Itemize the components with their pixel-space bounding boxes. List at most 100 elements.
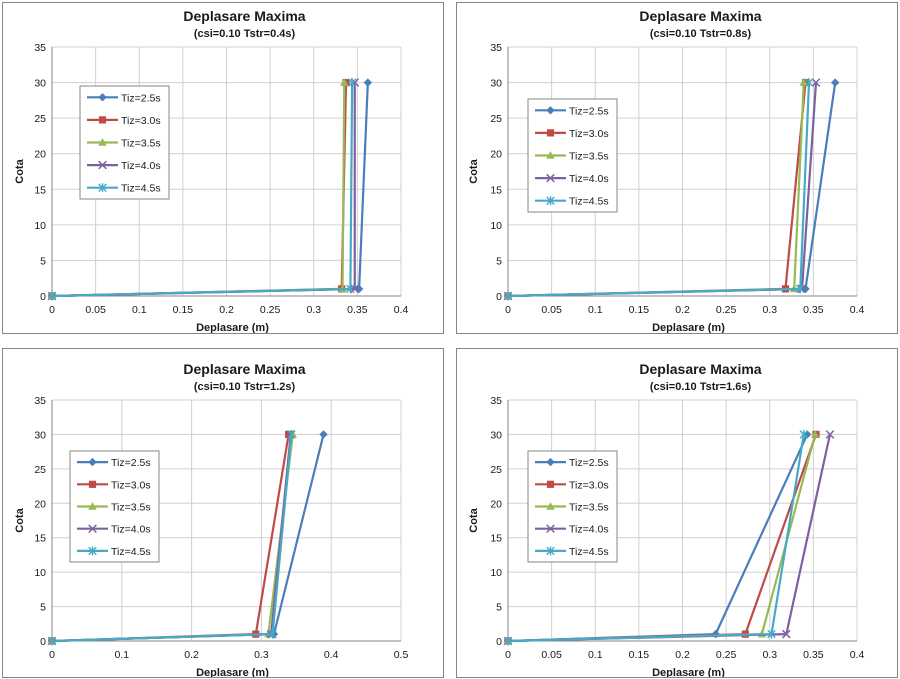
- y-tick-label: 0: [40, 291, 46, 303]
- x-tick-label: 0.05: [85, 304, 106, 316]
- x-axis-label: Deplasare (m): [652, 667, 725, 677]
- legend-marker: [88, 524, 97, 534]
- legend-label: Tiz=4.5s: [111, 546, 151, 558]
- y-tick-label: 15: [34, 184, 46, 196]
- legend-label: Tiz=4.0s: [569, 173, 609, 185]
- data-point: [799, 429, 809, 439]
- chart-svg: Deplasare Maxima (csi=0.10 Tstr=1.2s) 0 5 10…: [14, 361, 408, 677]
- y-tick-label: 20: [34, 498, 46, 510]
- legend-item: Tiz=2.5s: [87, 92, 161, 104]
- series-5: [503, 429, 809, 646]
- data-point: [354, 284, 364, 294]
- legend-marker: [88, 502, 97, 510]
- legend-label: Tiz=3.5s: [121, 138, 161, 150]
- legend-label: Tiz=3.5s: [569, 502, 609, 514]
- data-point: [47, 636, 57, 646]
- legend-marker: [98, 116, 107, 124]
- x-tick-label: 0.2: [675, 649, 690, 661]
- data-point: [830, 78, 840, 87]
- legend-marker: [546, 457, 555, 467]
- legend-item: Tiz=4.0s: [77, 524, 151, 536]
- chart-subtitle: (csi=0.10 Tstr=1.2s): [194, 381, 296, 393]
- chart-title: Deplasare Maxima: [639, 8, 761, 24]
- legend-item: Tiz=4.5s: [535, 546, 609, 558]
- series-5: [47, 78, 357, 301]
- x-tick-label: 0.35: [347, 304, 368, 316]
- data-point: [319, 430, 328, 439]
- chart-svg: Deplasare Maxima (csi=0.10 Tstr=0.4s) 0 5 10…: [14, 8, 409, 333]
- legend-item: Tiz=2.5s: [535, 105, 609, 117]
- y-tick-label: 25: [34, 113, 46, 125]
- legend-item: Tiz=3.0s: [77, 479, 151, 491]
- legend-label: Tiz=3.0s: [569, 128, 609, 140]
- x-axis-label: Deplasare (m): [196, 322, 269, 333]
- legend: Tiz=2.5s Tiz=3.0s Tiz=3.5s Tiz=4.0s Tiz=4.5s: [527, 450, 618, 563]
- chart-subtitle: (csi=0.10 Tstr=1.6s): [650, 381, 752, 393]
- legend-label: Tiz=3.5s: [569, 151, 609, 163]
- legend: Tiz=2.5s Tiz=3.0s Tiz=3.5s Tiz=4.0s Tiz=4.5s: [527, 98, 618, 213]
- legend-label: Tiz=3.0s: [111, 479, 151, 491]
- chart-title: Deplasare Maxima: [639, 361, 761, 377]
- data-point: [346, 284, 355, 294]
- data-point: [285, 430, 293, 439]
- y-tick-label: 5: [40, 602, 46, 614]
- chart-subtitle: (csi=0.10 Tstr=0.4s): [194, 28, 296, 40]
- legend-item: Tiz=3.0s: [535, 128, 609, 140]
- y-tick-label: 5: [496, 602, 502, 614]
- x-tick-label: 0: [49, 304, 55, 316]
- data-point: [825, 430, 835, 439]
- x-tick-label: 0.2: [675, 304, 690, 316]
- legend-label: Tiz=3.0s: [121, 115, 161, 127]
- y-axis-label: Cota: [14, 507, 26, 532]
- x-tick-label: 0.25: [716, 304, 737, 316]
- y-tick-label: 10: [34, 220, 46, 232]
- legend-item: Tiz=4.5s: [535, 196, 609, 208]
- legend-marker: [546, 151, 555, 159]
- legend-item: Tiz=4.5s: [77, 546, 151, 558]
- data-point: [799, 78, 808, 86]
- legend-marker: [98, 93, 107, 102]
- y-axis-label: Cota: [468, 507, 480, 532]
- y-tick-label: 25: [490, 113, 502, 125]
- y-tick-label: 0: [496, 636, 502, 648]
- data-point: [804, 78, 814, 88]
- chart-panel-tstr-1-6: Deplasare Maxima (csi=0.10 Tstr=1.6s) 0 5 10…: [456, 348, 898, 678]
- y-tick-label: 20: [490, 149, 502, 161]
- y-tick-label: 15: [34, 533, 46, 545]
- chart-panel-tstr-0-4: Deplasare Maxima (csi=0.10 Tstr=0.4s) 0 5 10…: [2, 2, 444, 334]
- legend-item: Tiz=4.0s: [535, 173, 609, 185]
- x-tick-label: 0.15: [629, 304, 650, 316]
- y-tick-label: 0: [496, 291, 502, 303]
- legend-marker: [546, 502, 555, 510]
- legend-label: Tiz=4.0s: [121, 160, 161, 172]
- data-point: [810, 430, 820, 438]
- y-tick-label: 15: [490, 184, 502, 196]
- x-tick-label: 0: [505, 304, 511, 316]
- x-tick-label: 0.1: [588, 649, 603, 661]
- legend-marker: [88, 457, 97, 467]
- y-tick-label: 35: [34, 42, 46, 54]
- y-tick-label: 25: [34, 464, 46, 476]
- series-5: [47, 429, 296, 646]
- x-tick-label: 0.35: [803, 304, 824, 316]
- chart-panel-tstr-0-8: Deplasare Maxima (csi=0.10 Tstr=0.8s) 0 5 10…: [456, 2, 898, 334]
- x-tick-label: 0.3: [254, 649, 269, 661]
- chart-title: Deplasare Maxima: [183, 8, 305, 24]
- data-point: [503, 636, 513, 646]
- y-tick-label: 10: [34, 567, 46, 579]
- y-tick-label: 30: [490, 429, 502, 441]
- y-axis-label: Cota: [468, 158, 480, 183]
- x-tick-label: 0.4: [394, 304, 409, 316]
- x-tick-label: 0.25: [260, 304, 281, 316]
- y-tick-label: 25: [490, 464, 502, 476]
- legend-marker: [98, 160, 107, 170]
- legend-item: Tiz=3.0s: [87, 115, 161, 127]
- legend-label: Tiz=4.0s: [569, 524, 609, 536]
- x-tick-label: 0: [49, 649, 55, 661]
- x-tick-label: 0.1: [588, 304, 603, 316]
- y-tick-label: 5: [496, 255, 502, 267]
- legend-marker: [546, 106, 555, 115]
- legend-item: Tiz=3.5s: [535, 151, 609, 163]
- x-tick-label: 0.3: [762, 304, 777, 316]
- y-tick-label: 30: [34, 78, 46, 90]
